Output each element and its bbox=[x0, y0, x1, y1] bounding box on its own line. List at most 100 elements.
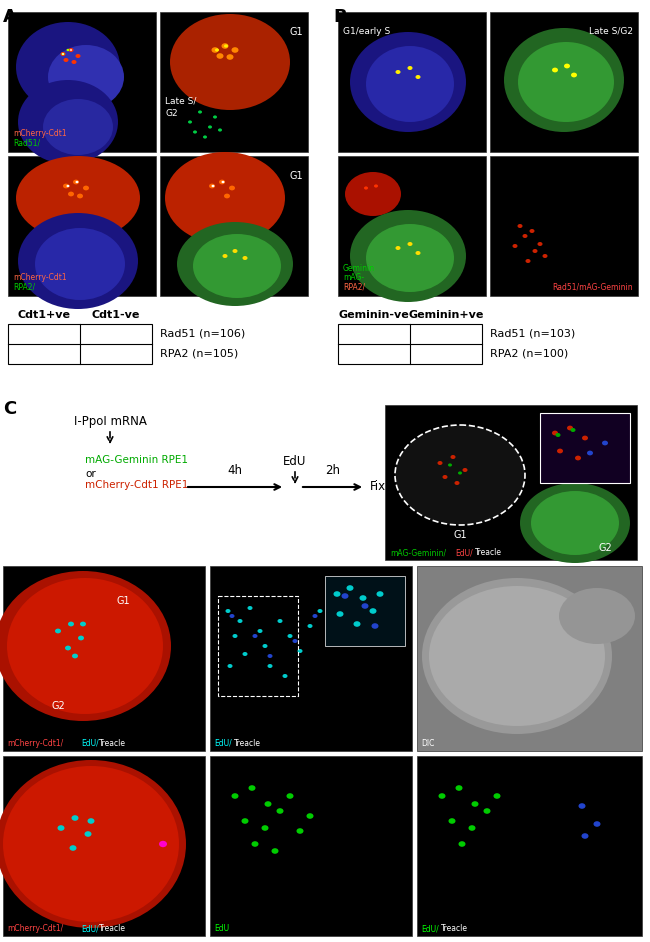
Ellipse shape bbox=[257, 629, 263, 633]
Ellipse shape bbox=[55, 628, 61, 633]
Ellipse shape bbox=[216, 53, 224, 58]
Ellipse shape bbox=[517, 224, 523, 228]
Text: A: A bbox=[3, 8, 17, 26]
Ellipse shape bbox=[437, 461, 443, 465]
Ellipse shape bbox=[395, 70, 400, 74]
Bar bbox=[210, 756, 412, 936]
Ellipse shape bbox=[578, 804, 586, 809]
Ellipse shape bbox=[354, 621, 361, 626]
Ellipse shape bbox=[193, 234, 281, 298]
Ellipse shape bbox=[229, 614, 235, 618]
Ellipse shape bbox=[43, 99, 113, 155]
Ellipse shape bbox=[75, 54, 81, 58]
Ellipse shape bbox=[224, 194, 230, 199]
Text: G1: G1 bbox=[289, 171, 303, 181]
Ellipse shape bbox=[278, 619, 283, 623]
Ellipse shape bbox=[543, 254, 547, 258]
Ellipse shape bbox=[203, 136, 207, 138]
Text: mAG-Geminin/: mAG-Geminin/ bbox=[390, 548, 446, 557]
Ellipse shape bbox=[552, 430, 558, 435]
Ellipse shape bbox=[18, 80, 118, 164]
Ellipse shape bbox=[252, 841, 259, 847]
Text: Rad51/mAG-Geminin: Rad51/mAG-Geminin bbox=[552, 282, 633, 291]
Text: EdU/: EdU/ bbox=[455, 548, 473, 557]
Ellipse shape bbox=[395, 425, 525, 525]
Text: 2h: 2h bbox=[326, 464, 341, 477]
Ellipse shape bbox=[229, 186, 235, 190]
Ellipse shape bbox=[88, 819, 94, 824]
Ellipse shape bbox=[193, 130, 197, 134]
Ellipse shape bbox=[72, 654, 78, 658]
Ellipse shape bbox=[292, 639, 298, 643]
Ellipse shape bbox=[372, 624, 378, 629]
Ellipse shape bbox=[165, 152, 285, 244]
Text: G2: G2 bbox=[165, 109, 177, 118]
Text: EdU/: EdU/ bbox=[421, 924, 439, 933]
Bar bbox=[417, 566, 642, 751]
Bar bbox=[160, 12, 308, 152]
Ellipse shape bbox=[512, 244, 517, 248]
Ellipse shape bbox=[248, 786, 255, 790]
Text: Geminin+ve: Geminin+ve bbox=[408, 310, 484, 320]
Ellipse shape bbox=[429, 586, 605, 726]
Ellipse shape bbox=[3, 766, 179, 922]
Ellipse shape bbox=[222, 254, 227, 258]
Text: B: B bbox=[333, 8, 346, 26]
Ellipse shape bbox=[463, 468, 467, 472]
Text: mCherry-Cdt1/: mCherry-Cdt1/ bbox=[7, 924, 63, 933]
Bar bbox=[325, 576, 405, 646]
Text: EdU: EdU bbox=[214, 924, 229, 933]
Ellipse shape bbox=[78, 636, 84, 641]
Text: Cdt1-ve: Cdt1-ve bbox=[92, 310, 140, 320]
Ellipse shape bbox=[471, 802, 478, 806]
Bar bbox=[490, 12, 638, 152]
Text: 52%: 52% bbox=[361, 349, 386, 359]
Ellipse shape bbox=[268, 664, 272, 668]
Text: Cdt1+ve: Cdt1+ve bbox=[18, 310, 70, 320]
Ellipse shape bbox=[415, 75, 421, 79]
Ellipse shape bbox=[60, 52, 66, 56]
Text: Geminin-ve: Geminin-ve bbox=[339, 310, 410, 320]
Ellipse shape bbox=[177, 222, 293, 306]
Ellipse shape bbox=[66, 49, 70, 51]
Text: EdU: EdU bbox=[283, 455, 307, 468]
Ellipse shape bbox=[213, 116, 217, 119]
Ellipse shape bbox=[518, 42, 614, 122]
Ellipse shape bbox=[458, 471, 462, 475]
Ellipse shape bbox=[63, 184, 69, 188]
Bar bbox=[8, 156, 156, 296]
Text: 50%: 50% bbox=[434, 329, 458, 339]
Ellipse shape bbox=[333, 592, 341, 597]
Ellipse shape bbox=[188, 121, 192, 123]
Ellipse shape bbox=[0, 760, 186, 928]
Bar bbox=[540, 413, 630, 483]
Ellipse shape bbox=[443, 475, 447, 479]
Ellipse shape bbox=[209, 184, 215, 188]
Ellipse shape bbox=[261, 825, 268, 831]
Ellipse shape bbox=[35, 228, 125, 300]
Ellipse shape bbox=[454, 481, 460, 485]
Ellipse shape bbox=[218, 128, 222, 132]
Ellipse shape bbox=[62, 53, 64, 56]
Ellipse shape bbox=[557, 448, 563, 453]
Text: G2: G2 bbox=[598, 543, 612, 553]
Bar bbox=[8, 12, 156, 152]
Text: RPA2/: RPA2/ bbox=[343, 282, 365, 291]
Ellipse shape bbox=[448, 463, 452, 466]
Ellipse shape bbox=[298, 649, 302, 653]
Ellipse shape bbox=[458, 841, 465, 847]
Ellipse shape bbox=[395, 246, 400, 250]
Ellipse shape bbox=[226, 55, 233, 59]
Ellipse shape bbox=[272, 848, 278, 853]
Ellipse shape bbox=[374, 185, 378, 187]
Ellipse shape bbox=[530, 229, 534, 233]
Bar bbox=[338, 324, 482, 364]
Ellipse shape bbox=[224, 44, 228, 48]
Ellipse shape bbox=[415, 251, 421, 255]
Text: Fix: Fix bbox=[370, 480, 386, 494]
Text: Geminin: Geminin bbox=[343, 264, 375, 273]
Ellipse shape bbox=[450, 455, 456, 459]
Text: Late S/: Late S/ bbox=[165, 97, 196, 106]
Ellipse shape bbox=[242, 819, 248, 824]
Ellipse shape bbox=[16, 22, 120, 112]
